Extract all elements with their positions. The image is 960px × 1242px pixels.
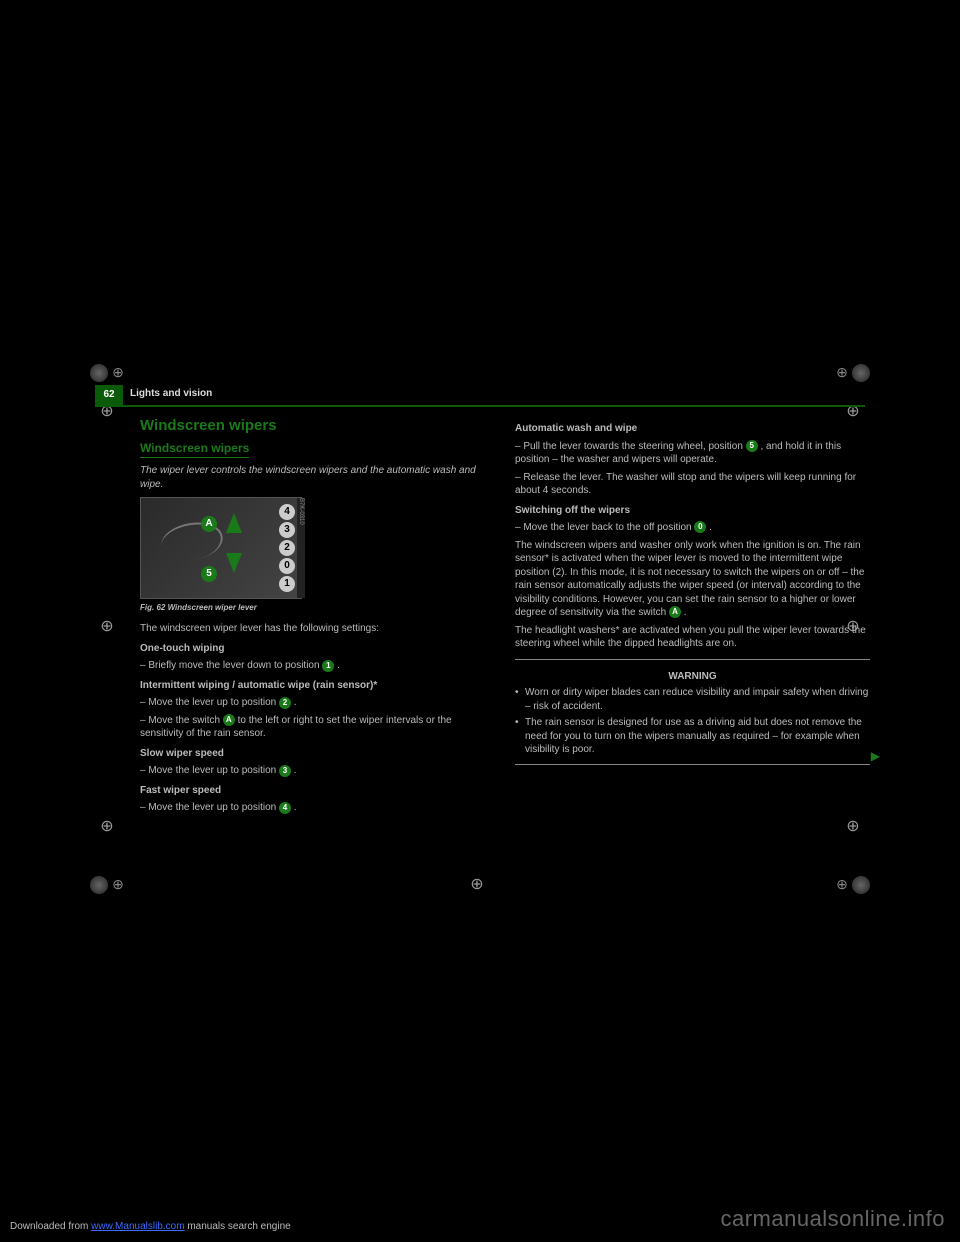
header-rule	[95, 405, 865, 407]
warning-bullet-2: The rain sensor is designed for use as a…	[515, 716, 870, 757]
figure-caption: Fig. 62 Windscreen wiper lever	[140, 603, 495, 614]
text: – Move the switch	[140, 715, 223, 726]
figure-label-1: 1	[279, 576, 295, 592]
position-0-icon: 0	[694, 521, 706, 533]
text: – Briefly move the lever down to positio…	[140, 660, 322, 671]
intro-text: The wiper lever controls the windscreen …	[140, 464, 495, 491]
text: The windscreen wipers and washer only wo…	[515, 540, 864, 619]
text: – Pull the lever towards the steering wh…	[515, 441, 746, 452]
text: .	[294, 765, 297, 776]
heading-slow: Slow wiper speed	[140, 747, 495, 761]
step-off: – Move the lever back to the off positio…	[515, 521, 870, 535]
figure-label-2: 2	[279, 540, 295, 556]
position-1-icon: 1	[322, 660, 334, 672]
page-number-tab: 62	[95, 385, 123, 405]
step-intermittent-1: – Move the lever up to position 2 .	[140, 696, 495, 710]
step-slow: – Move the lever up to position 3 .	[140, 764, 495, 778]
position-4-icon: 4	[279, 802, 291, 814]
crop-mark-top-right: ⊕	[840, 358, 870, 388]
right-column: Automatic wash and wipe – Pull the lever…	[515, 410, 870, 765]
switch-a-icon: A	[223, 714, 235, 726]
figure-label-4: 4	[279, 504, 295, 520]
text: manuals search engine	[187, 1221, 290, 1232]
step-intermittent-2: – Move the switch A to the left or right…	[140, 714, 495, 741]
section-title: Windscreen wipers	[140, 416, 495, 436]
step-one-touch: – Briefly move the lever down to positio…	[140, 659, 495, 673]
text: – Move the lever back to the off positio…	[515, 522, 694, 533]
watermark: carmanualsonline.info	[720, 1206, 945, 1232]
crop-mark-top-left: ⊕	[90, 358, 120, 388]
text: .	[294, 697, 297, 708]
heading-wash: Automatic wash and wipe	[515, 422, 870, 436]
continue-arrow-icon: ▶	[871, 748, 880, 764]
figure-label-5: 5	[201, 566, 217, 582]
step-fast: – Move the lever up to position 4 .	[140, 801, 495, 815]
text: .	[294, 802, 297, 813]
position-3-icon: 3	[279, 765, 291, 777]
manual-page: 62 Lights and vision Windscreen wipers W…	[95, 385, 865, 890]
position-2-icon: 2	[279, 697, 291, 709]
heading-off: Switching off the wipers	[515, 504, 870, 518]
text: – Move the lever up to position	[140, 697, 279, 708]
left-column: Windscreen wipers Windscreen wipers The …	[140, 410, 495, 819]
step-wash-2: – Release the lever. The washer will sto…	[515, 471, 870, 498]
figure-code: B7K-0310	[297, 498, 305, 598]
heading-intermittent: Intermittent wiping / automatic wipe (ra…	[140, 679, 495, 693]
text: .	[684, 607, 687, 618]
step-wash-1: – Pull the lever towards the steering wh…	[515, 440, 870, 467]
download-footer: Downloaded from www.Manualslib.com manua…	[10, 1221, 291, 1232]
headlight-washer-note: The headlight washers* are activated whe…	[515, 624, 870, 651]
figure-label-0: 0	[279, 558, 295, 574]
subsection-title: Windscreen wipers	[140, 440, 249, 458]
warning-bullet-1: Worn or dirty wiper blades can reduce vi…	[515, 686, 870, 713]
heading-one-touch: One-touch wiping	[140, 642, 495, 656]
text: – Move the lever up to position	[140, 765, 279, 776]
switch-a-icon: A	[669, 606, 681, 618]
warning-box: WARNING Worn or dirty wiper blades can r…	[515, 659, 870, 765]
position-5-icon: 5	[746, 440, 758, 452]
figure-wiper-lever: A 5 4 3 2 0 1 B7K-0310	[140, 497, 302, 599]
warning-heading: WARNING	[515, 670, 870, 684]
text: – Move the lever up to position	[140, 802, 279, 813]
main-paragraph: The windscreen wipers and washer only wo…	[515, 539, 870, 620]
text: .	[337, 660, 340, 671]
text: .	[709, 522, 712, 533]
text: Downloaded from	[10, 1221, 91, 1232]
manualslib-link[interactable]: www.Manualslib.com	[91, 1221, 184, 1232]
heading-fast: Fast wiper speed	[140, 784, 495, 798]
figure-label-3: 3	[279, 522, 295, 538]
section-heading: Lights and vision	[130, 388, 212, 399]
settings-intro: The windscreen wiper lever has the follo…	[140, 622, 495, 636]
